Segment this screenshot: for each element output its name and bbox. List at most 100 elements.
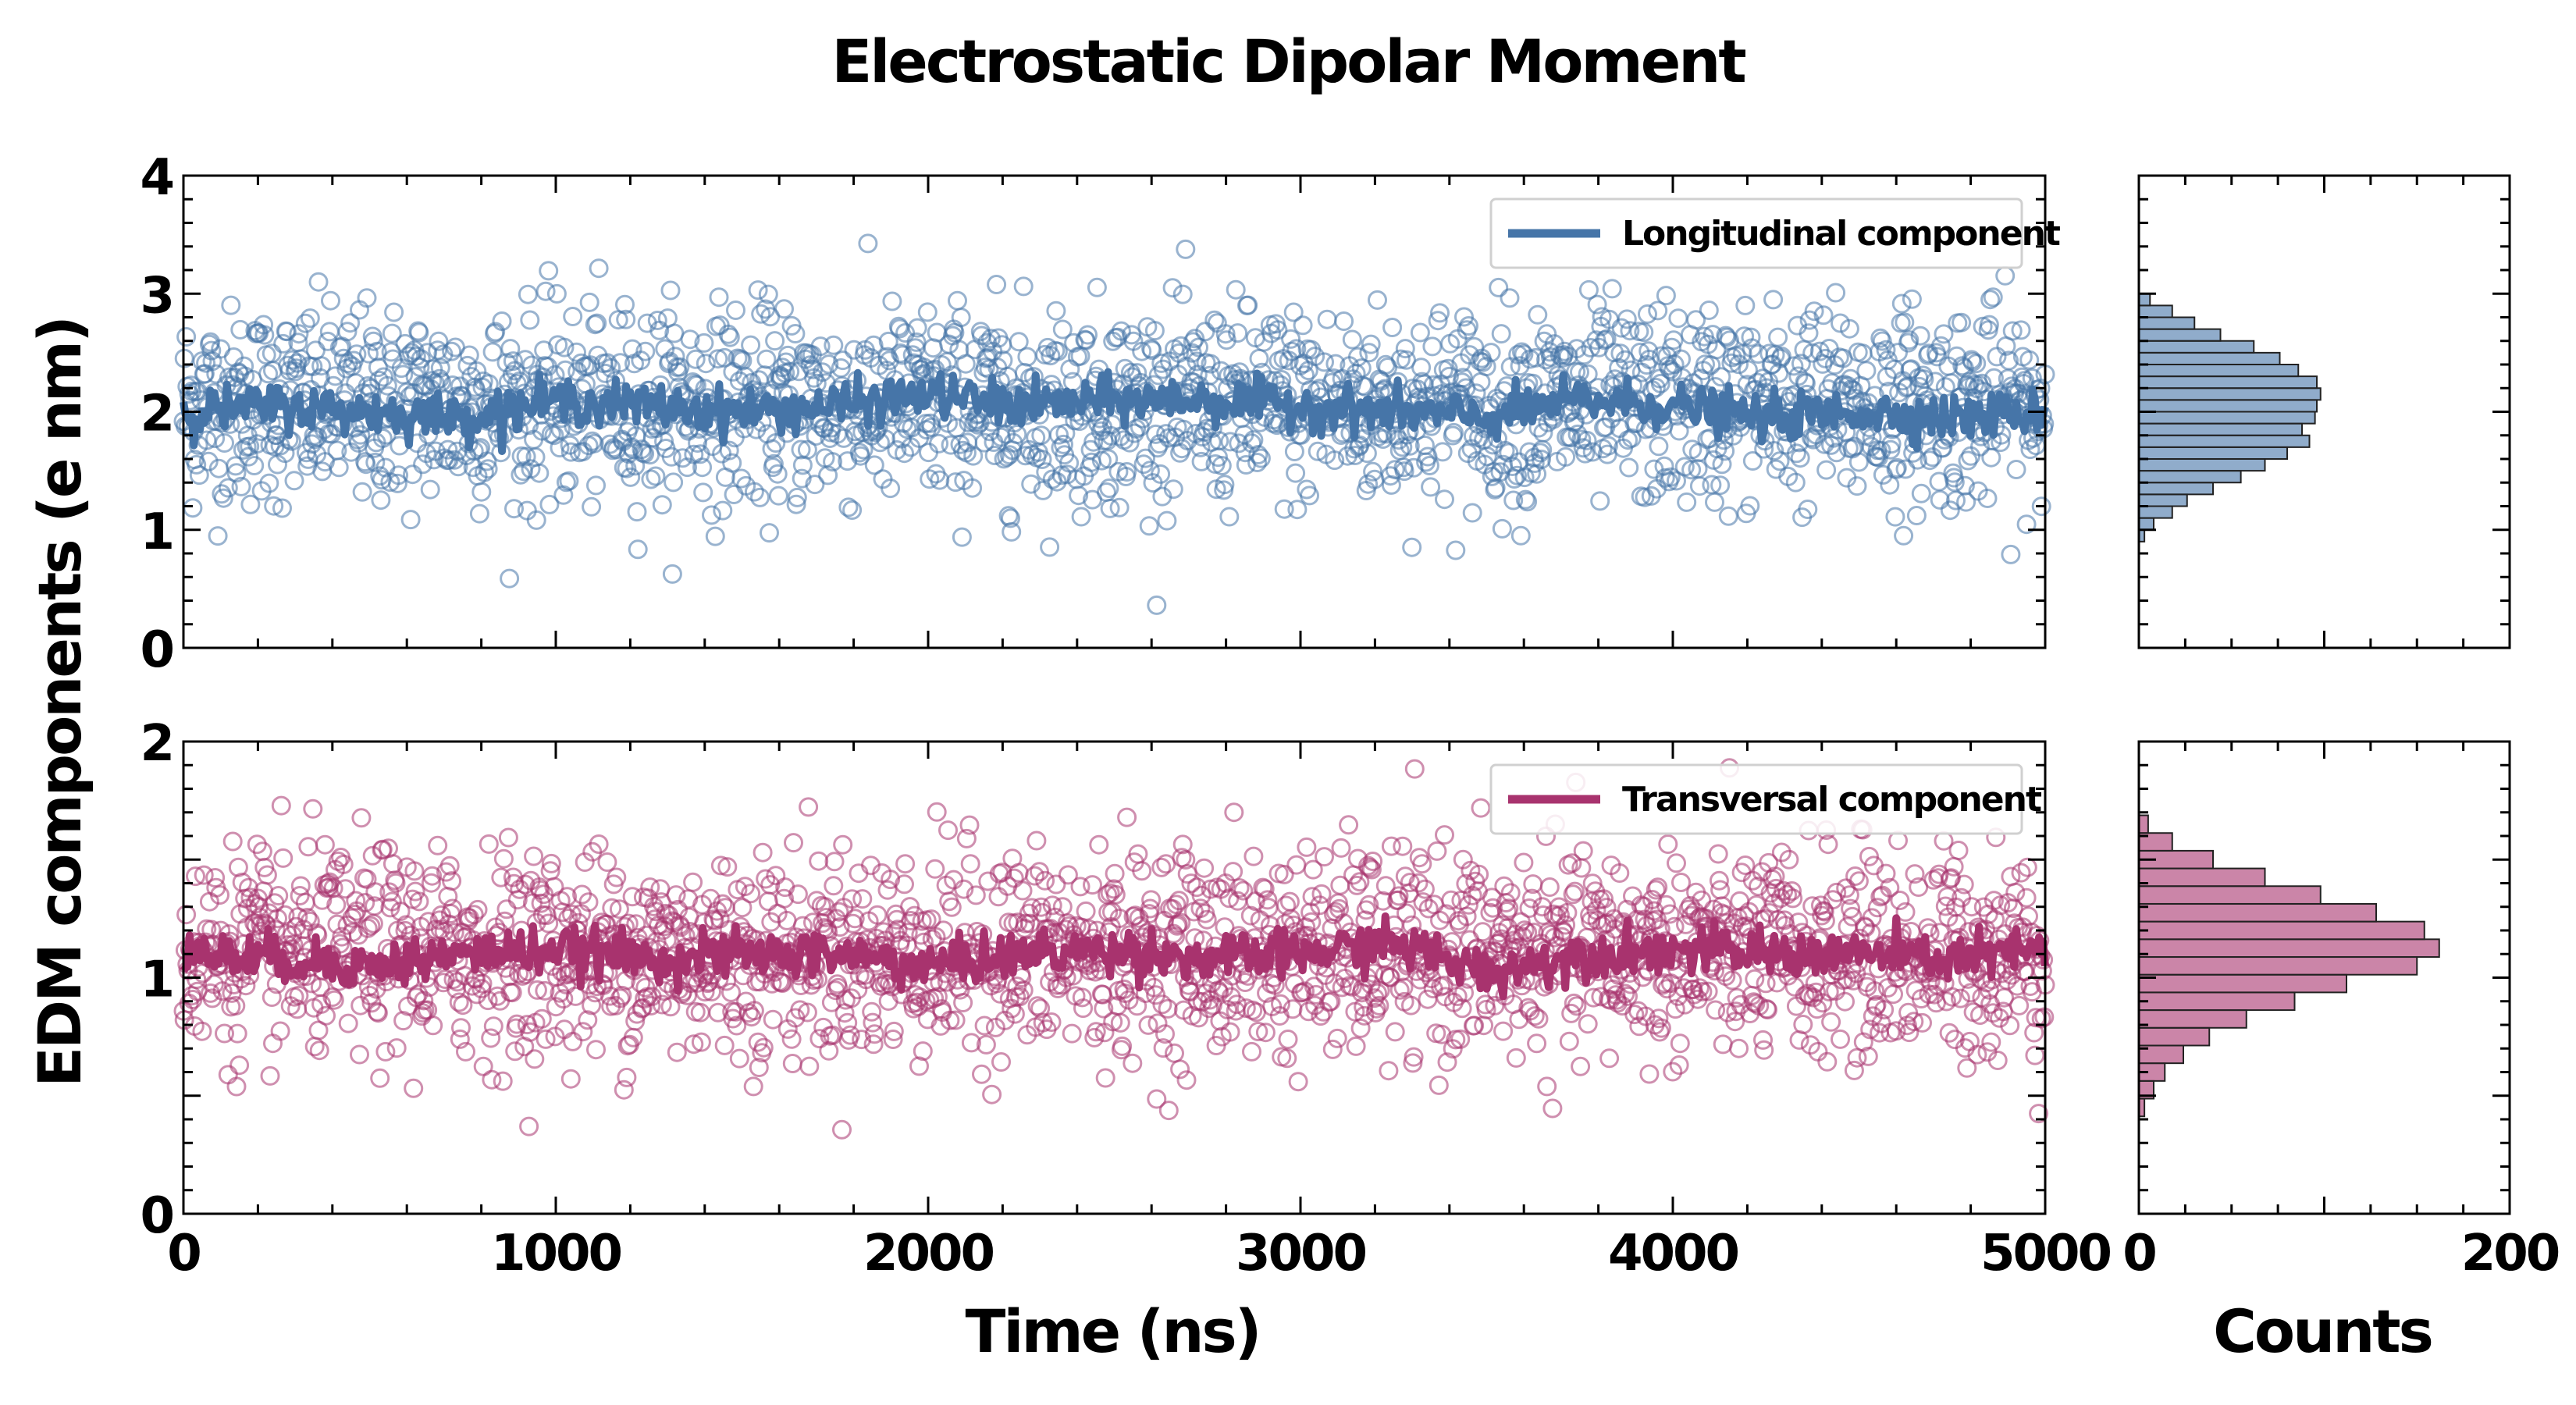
bottom-data-point <box>953 993 973 1012</box>
top-data-point <box>275 443 295 464</box>
top-hist-bar <box>2138 399 2318 413</box>
top-data-point <box>2016 514 2037 535</box>
top-data-point <box>1348 347 1368 367</box>
bottom-x-tick-label: 5000 <box>1980 1225 2111 1282</box>
top-data-point <box>289 324 309 344</box>
top-data-point <box>1162 278 1183 298</box>
top-data-point <box>1706 340 1727 360</box>
top-data-point <box>1715 441 1735 461</box>
top-data-point <box>1421 477 1441 497</box>
top-data-point <box>1300 486 1319 506</box>
bottom-hist-bar <box>2138 991 2296 1012</box>
bottom-data-point <box>1412 854 1432 874</box>
bottom-data-point <box>1346 1036 1366 1056</box>
top-data-point <box>368 357 388 378</box>
top-data-point <box>526 510 546 530</box>
top-data-point <box>1681 460 1702 480</box>
bottom-hist-bar <box>2138 902 2377 923</box>
bottom-data-point <box>1379 1061 1399 1081</box>
top-data-point <box>1228 323 1248 343</box>
top-data-point <box>1002 521 1022 542</box>
top-data-point <box>688 433 708 453</box>
top-data-point <box>1888 343 1908 363</box>
top-data-point <box>1368 290 1387 310</box>
top-data-point <box>876 429 896 450</box>
bottom-data-point <box>524 846 544 866</box>
top-data-point <box>2001 544 2021 564</box>
top-data-point <box>1712 454 1732 475</box>
bottom-data-point <box>1279 891 1300 912</box>
top-data-point <box>1841 368 1861 389</box>
top-data-point <box>920 469 940 489</box>
bottom-data-point <box>1948 841 1969 860</box>
bottom-data-point <box>404 1078 424 1098</box>
top-data-point <box>1151 464 1171 484</box>
top-data-point <box>208 526 228 546</box>
top-data-point <box>1970 436 1990 457</box>
top-data-point <box>1980 290 2001 310</box>
top-data-point <box>377 375 397 396</box>
bottom-data-point <box>877 880 898 900</box>
top-data-point <box>515 350 535 370</box>
top-data-point <box>1315 352 1334 372</box>
bottom-data-point <box>1835 991 1855 1012</box>
top-data-point <box>1430 303 1450 323</box>
top-data-point <box>500 568 520 589</box>
top-data-point <box>708 349 728 369</box>
top-hist-bar <box>2138 422 2303 436</box>
top-y-tick-label: 2 <box>140 386 173 443</box>
bottom-data-point <box>298 837 318 857</box>
bottom-data-point <box>2009 995 2030 1016</box>
bottom-data-point <box>1393 836 1413 856</box>
top-data-point <box>438 439 458 460</box>
top-data-point <box>692 457 713 478</box>
top-data-point <box>750 487 770 507</box>
top-data-point <box>1382 318 1403 337</box>
top-data-point <box>1172 284 1193 304</box>
top-data-point <box>226 456 246 476</box>
top-data-point <box>529 463 550 483</box>
top-data-point <box>615 294 635 315</box>
bottom-data-point <box>218 1065 238 1085</box>
top-data-point <box>709 287 729 308</box>
top-data-point <box>1899 330 1920 350</box>
top-data-point <box>646 466 666 486</box>
top-data-point <box>1373 429 1393 449</box>
top-data-point <box>694 333 714 353</box>
top-data-point <box>718 324 738 344</box>
bottom-data-point <box>1599 1048 1620 1069</box>
top-data-point <box>1428 311 1448 331</box>
top-data-point <box>1813 305 1834 325</box>
bottom-data-point <box>1537 1076 1557 1097</box>
top-data-point <box>963 446 984 466</box>
top-data-point <box>582 496 602 517</box>
top-data-point <box>696 354 716 374</box>
bottom-data-point <box>1831 1029 1850 1049</box>
top-data-point <box>1577 430 1597 450</box>
bottom-data-point <box>809 851 829 871</box>
top-data-point <box>1615 350 1635 370</box>
bottom-data-point <box>852 889 873 909</box>
top-data-point <box>1839 318 1859 339</box>
top-data-point <box>1961 446 1981 466</box>
top-data-point <box>201 340 222 361</box>
top-data-point <box>1286 463 1306 483</box>
top-data-point <box>1895 312 1915 333</box>
bottom-data-point <box>824 876 844 896</box>
top-data-point <box>567 342 586 362</box>
bottom-data-point <box>1429 1075 1449 1095</box>
bottom-data-point <box>496 899 517 919</box>
bottom-data-point <box>1578 1014 1598 1034</box>
bottom-data-point <box>273 848 294 868</box>
top-data-point <box>1785 472 1806 493</box>
top-data-point <box>1357 443 1377 464</box>
top-data-point <box>357 288 377 308</box>
top-data-point <box>744 482 764 502</box>
top-data-point <box>403 464 422 485</box>
top-data-point <box>1617 309 1637 329</box>
bottom-x-tick-label: 1000 <box>491 1225 621 1282</box>
top-data-point <box>539 494 560 514</box>
top-data-point <box>560 442 581 462</box>
